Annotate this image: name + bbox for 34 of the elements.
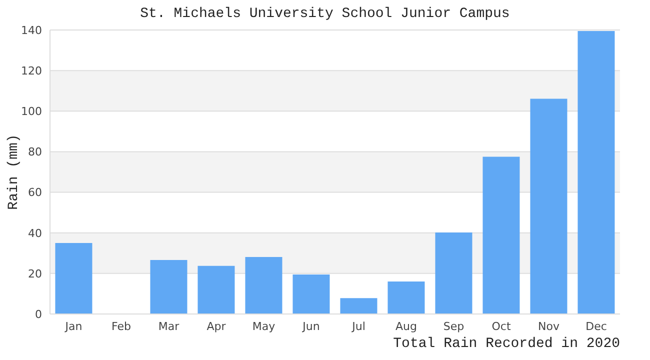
bar	[245, 256, 282, 314]
bar	[435, 232, 472, 314]
y-axis-title: Rain (mm)	[6, 134, 22, 210]
x-tick-label: Jan	[64, 320, 82, 333]
x-tick-label: Jul	[351, 320, 366, 333]
bar	[340, 298, 378, 314]
x-tick-label: Aug	[396, 320, 417, 333]
y-tick-label: 80	[28, 146, 42, 159]
x-tick-label: Apr	[206, 320, 226, 333]
y-tick-label: 40	[28, 226, 42, 240]
x-tick-label: Sep	[443, 320, 464, 333]
bar	[55, 243, 92, 314]
bar	[198, 266, 235, 314]
x-tick-label: Jun	[302, 320, 320, 333]
y-tick-label: 20	[28, 267, 42, 280]
bar	[482, 156, 520, 314]
bar	[292, 274, 330, 314]
bar	[578, 31, 615, 314]
bar	[150, 260, 188, 314]
y-tick-label: 140	[21, 24, 42, 37]
y-tick-label: 60	[28, 186, 42, 200]
x-tick-label: Oct	[492, 320, 512, 333]
x-axis-title: Total Rain Recorded in 2020	[393, 336, 620, 352]
bar	[388, 282, 425, 314]
x-tick-label: Nov	[538, 320, 560, 333]
y-tick-label: 120	[21, 64, 42, 78]
x-tick-label: Dec	[586, 320, 607, 333]
chart-title: St. Michaels University School Junior Campus	[139, 6, 511, 22]
x-tick-label: Mar	[158, 320, 180, 333]
bar	[530, 98, 568, 314]
y-tick-label: 0	[35, 308, 42, 321]
x-tick-label: Feb	[112, 320, 131, 333]
x-tick-label: May	[252, 320, 276, 333]
y-tick-label: 100	[21, 105, 42, 118]
